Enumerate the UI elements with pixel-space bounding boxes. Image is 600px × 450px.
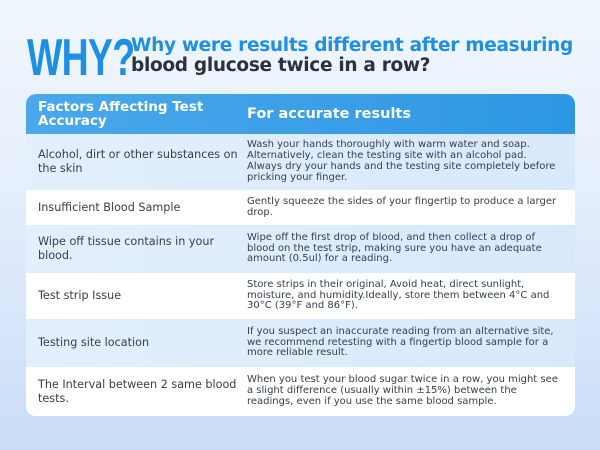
advice-cell: Gently squeeze the sides of your fingert… [247, 195, 557, 218]
factor-cell: Wipe off tissue contains in your blood. [38, 235, 215, 262]
why-label: WHY? [27, 29, 135, 87]
factor-cell: The Interval between 2 same blood tests. [38, 377, 237, 405]
table-row: Insufficient Blood Sample Gently squeeze… [26, 190, 575, 225]
column-header-results: For accurate results [247, 106, 411, 122]
advice-cell: Wipe off the first drop of blood, and th… [247, 231, 542, 265]
table-row: Wipe off tissue contains in your blood. … [26, 225, 575, 273]
advice-cell: When you test your blood sugar twice in … [247, 374, 558, 407]
table-row: Alcohol, dirt or other substances on the… [26, 134, 575, 190]
column-header-factors: Factors Affecting Test Accuracy [38, 99, 204, 129]
factor-cell: Insufficient Blood Sample [38, 200, 181, 214]
advice-cell: Store strips in their original, Avoid he… [247, 278, 550, 312]
headline-line-1: Why were results different after measuri… [131, 35, 573, 56]
table-header: Factors Affecting Test Accuracy For accu… [26, 94, 575, 134]
factor-cell: Testing site location [38, 336, 150, 349]
advice-cell: Wash your hands thoroughly with warm wat… [247, 139, 556, 183]
headline-line-2: blood glucose twice in a row? [131, 55, 431, 76]
factor-cell: Test strip Issue [38, 289, 122, 302]
title-area: WHY? Why were results different after me… [27, 29, 587, 87]
headline: Why were results different after measuri… [131, 36, 573, 76]
advice-cell: If you suspect an inaccurate reading fro… [247, 325, 554, 359]
table-row: The Interval between 2 same blood tests.… [26, 367, 575, 416]
table-row: Testing site location If you suspect an … [26, 319, 575, 367]
table-row: Test strip Issue Store strips in their o… [26, 273, 575, 319]
factor-cell: Alcohol, dirt or other substances on the… [38, 148, 238, 175]
accuracy-factors-table: Factors Affecting Test Accuracy For accu… [26, 94, 575, 416]
